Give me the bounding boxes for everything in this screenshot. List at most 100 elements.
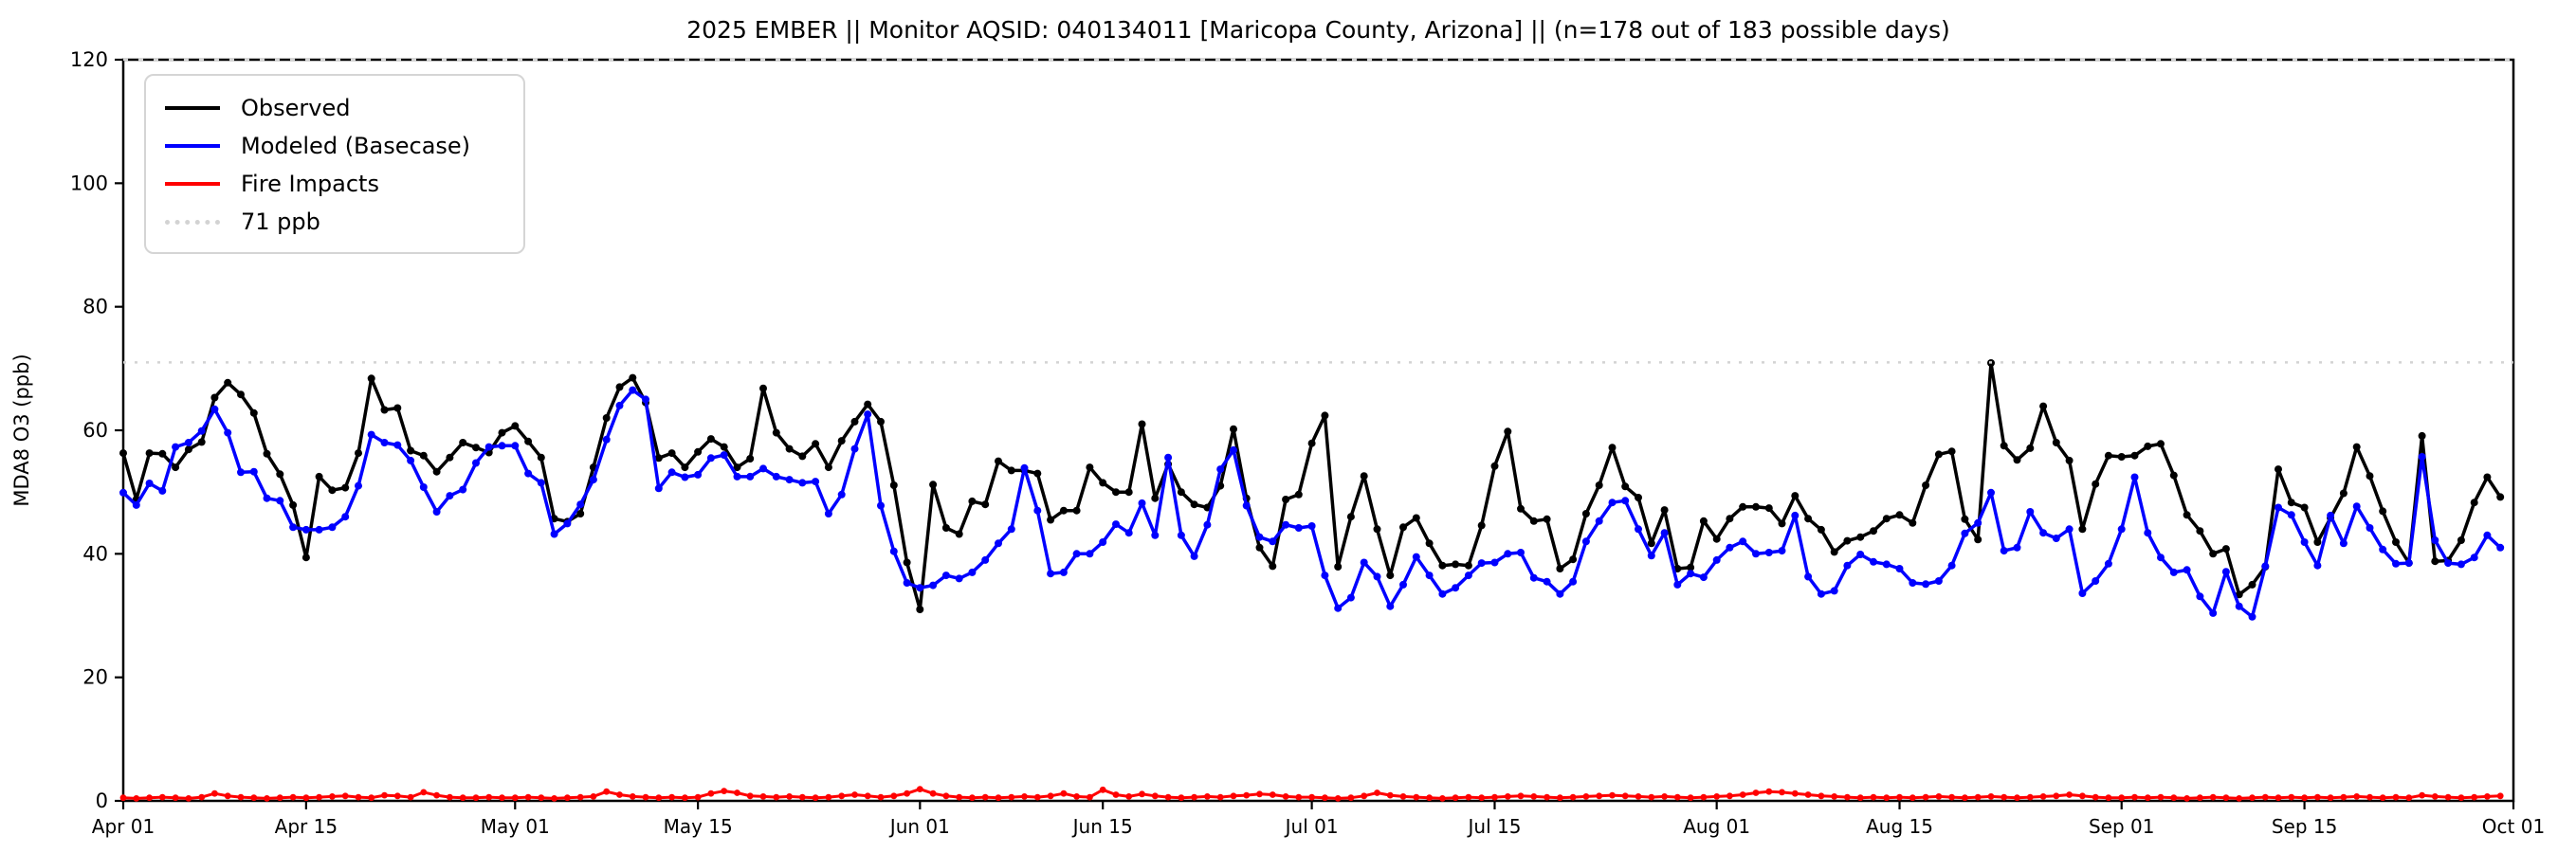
modeled-series-marker [1190, 552, 1198, 560]
observed-series-marker [2431, 557, 2439, 566]
observed-series-marker [2104, 451, 2112, 460]
observed-series-marker [249, 408, 258, 417]
fire-series-marker [956, 793, 963, 801]
fire-series-marker [1478, 794, 1486, 802]
modeled-series-marker [642, 395, 649, 404]
observed-series-marker [367, 374, 375, 383]
fire-series-marker [237, 793, 245, 801]
observed-series-marker [955, 530, 963, 538]
fire-series-marker [2197, 794, 2203, 802]
modeled-series-marker [1255, 533, 1264, 541]
fire-series-marker [264, 795, 270, 802]
observed-series-marker [798, 452, 807, 461]
observed-series-marker [1843, 536, 1852, 545]
modeled-series-marker [1282, 520, 1290, 529]
modeled-series-marker [733, 472, 741, 481]
modeled-series-marker [446, 492, 454, 500]
modeled-series-marker [328, 523, 337, 532]
observed-series-marker [864, 400, 872, 408]
observed-series-marker [2379, 507, 2387, 516]
fire-series-marker [1752, 789, 1760, 796]
modeled-series-marker [2496, 543, 2505, 552]
modeled-series-marker [2379, 545, 2387, 554]
modeled-series-marker [2026, 508, 2035, 516]
modeled-series-marker [1621, 497, 1630, 505]
legend: Observed Modeled (Basecase) Fire Impacts… [144, 74, 525, 254]
modeled-series-marker [1438, 590, 1447, 598]
modeled-series-marker [2157, 554, 2165, 562]
observed-series-marker [2287, 499, 2295, 507]
modeled-series-marker [1673, 580, 1682, 589]
fire-series-marker [1112, 791, 1120, 798]
modeled-series-marker [2144, 529, 2152, 537]
observed-series-marker [1804, 515, 1813, 523]
fire-series-marker [1230, 792, 1237, 800]
fire-series-marker [158, 793, 166, 801]
observed-series-marker [1726, 515, 1734, 523]
observed-series-marker [759, 384, 767, 392]
x-tick-label: Sep 15 [2272, 815, 2338, 838]
fire-series-marker [355, 793, 362, 801]
legend-label-threshold: 71 ppb [241, 209, 320, 235]
modeled-series-marker [1464, 572, 1472, 580]
modeled-series-marker [459, 485, 467, 494]
fire-series-marker [1557, 794, 1563, 802]
modeled-series-marker [1870, 557, 1877, 566]
observed-series-marker [1635, 494, 1642, 501]
modeled-series-marker [1660, 529, 1669, 537]
observed-series-marker [1072, 506, 1081, 515]
observed-series-marker [419, 451, 428, 460]
fire-series-marker [1700, 793, 1708, 801]
observed-series-marker [654, 454, 663, 463]
modeled-series-marker [1581, 537, 1590, 546]
fire-series-marker [1491, 793, 1498, 801]
modeled-series-marker [367, 430, 375, 439]
fire-series-marker [707, 789, 715, 797]
modeled-series-marker [1086, 550, 1094, 558]
fire-series-marker [1047, 792, 1054, 800]
modeled-series-marker [432, 508, 441, 516]
modeled-series-marker [824, 510, 832, 517]
modeled-series-marker [2483, 531, 2492, 539]
observed-series-marker [1934, 450, 1943, 459]
modeled-series-marker [1504, 550, 1512, 558]
fire-series-marker [1413, 793, 1420, 801]
modeled-series-marker [1203, 520, 1212, 529]
x-tick-label: Sep 01 [2089, 815, 2155, 838]
fire-series-marker [2157, 793, 2165, 801]
fire-series-marker [146, 794, 154, 802]
fire-series-marker [721, 788, 728, 794]
fire-series-marker [1243, 791, 1251, 799]
fire-series-marker [1347, 794, 1355, 802]
observed-series-marker [2092, 480, 2100, 488]
fire-series-marker [1922, 793, 1929, 801]
observed-series-marker [1321, 411, 1329, 420]
modeled-series-marker [1230, 445, 1237, 454]
observed-series-marker [968, 497, 977, 505]
modeled-series-marker [694, 470, 703, 479]
observed-series-marker [2144, 442, 2152, 450]
fire-series-marker [2209, 793, 2217, 801]
fire-series-marker [1439, 795, 1446, 802]
fire-series-marker [2105, 794, 2112, 802]
fire-series-marker [1974, 793, 1982, 801]
fire-series-marker [773, 793, 780, 801]
observed-series-marker [1360, 472, 1368, 481]
fire-series-marker [472, 794, 480, 802]
observed-series-marker [1464, 561, 1472, 570]
y-tick-label: 0 [96, 789, 108, 812]
observed-series-marker [706, 435, 715, 444]
fire-series-marker [1386, 791, 1394, 799]
observed-series-marker [1608, 444, 1617, 452]
modeled-series-marker [2039, 529, 2048, 537]
observed-series-marker [1007, 466, 1015, 475]
modeled-series-marker [2221, 568, 2230, 576]
fire-series-marker [1191, 793, 1197, 801]
modeled-series-marker [1059, 568, 1068, 576]
observed-series-marker [1595, 481, 1603, 489]
fire-series-marker [250, 794, 258, 802]
observed-series-marker [393, 404, 402, 412]
observed-series-marker [746, 455, 755, 463]
modeled-series-marker [1033, 506, 1042, 515]
fire-series-marker [825, 793, 832, 801]
